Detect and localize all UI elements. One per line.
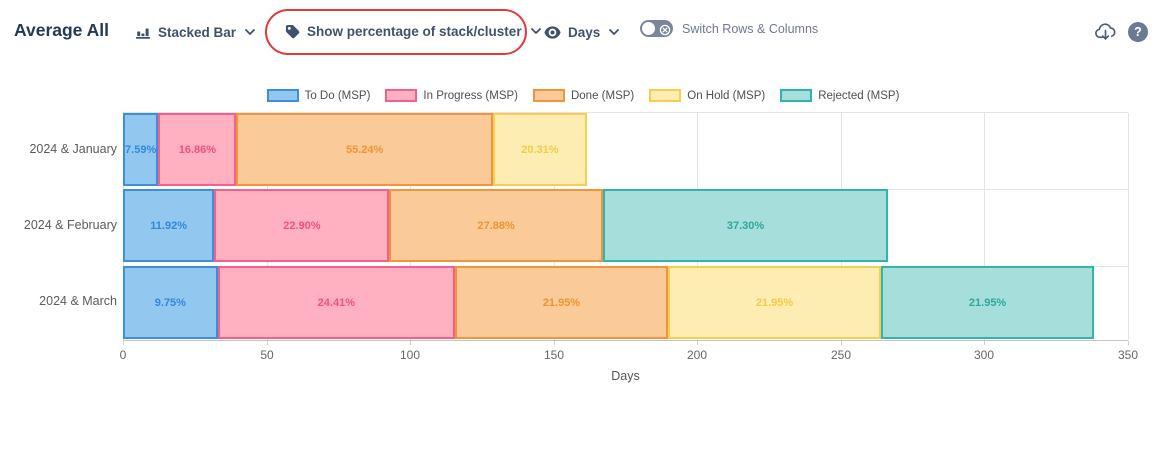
axis-tick-label: 350 [1117,348,1139,362]
page-title: Average All [14,20,109,40]
segment-percent-label: 20.31% [521,143,559,156]
bar-segment[interactable]: 22.90% [214,189,390,262]
bar-segment[interactable]: 16.86% [158,113,237,186]
axis-tick [841,341,842,345]
tag-icon [285,24,300,39]
bar-segment[interactable]: 20.31% [492,113,587,186]
segment-percent-label: 16.86% [178,143,217,156]
bar-segment[interactable]: 21.95% [454,266,668,339]
toggle-knob [642,22,655,35]
switch-rows-columns-label: Switch Rows & Columns [682,21,819,36]
switch-rows-columns-group: Switch Rows & Columns [640,20,818,37]
axis-tick-label: 150 [543,348,565,362]
legend-swatch [266,89,299,102]
bar-segment[interactable]: 11.92% [123,189,215,262]
row-label: 2024 & January [29,142,117,156]
toolbar: Average All Stacked Bar [0,0,1166,66]
legend-label: On Hold (MSP) [687,89,766,102]
x-axis-title: Days [611,369,640,383]
axis-tick [554,341,555,345]
bar-segment[interactable]: 21.95% [881,266,1095,339]
chart-type-dropdown[interactable]: Stacked Bar [135,24,255,40]
bar-segment[interactable]: 9.75% [123,266,218,339]
legend-swatch [385,89,418,102]
axis-tick [1128,341,1129,345]
legend: To Do (MSP) In Progress (MSP) Done (MSP) On… [0,89,1166,102]
measure-dropdown[interactable]: Days [544,24,620,41]
legend-label: In Progress (MSP) [423,89,518,102]
measure-label: Days [568,25,601,40]
bar-row: 11.92% 22.90% 27.88% 37.30% [123,189,1128,262]
legend-item[interactable]: On Hold (MSP) [649,89,765,102]
bar-chart-icon [135,24,151,40]
eye-icon [544,24,561,41]
bar-row: 7.59% 16.86% 55.24% 20.31% [123,113,1128,186]
bar-segment[interactable]: 37.30% [602,189,889,262]
legend-item[interactable]: To Do (MSP) [266,89,371,102]
axis-tick-label: 250 [830,348,852,362]
legend-swatch [532,89,565,102]
segment-percent-label: 7.59% [125,143,157,156]
axis-tick [984,341,985,345]
bar-segment[interactable]: 21.95% [667,266,882,339]
segment-percent-label: 21.95% [542,296,581,309]
segment-percent-label: 24.41% [317,296,355,309]
axis-tick [697,341,698,345]
axis-tick-label: 300 [973,348,995,362]
bar-segment[interactable]: 27.88% [389,189,603,262]
bar-segment[interactable]: 24.41% [217,266,455,339]
chevron-down-icon [609,29,620,36]
row-label: 2024 & February [23,218,117,232]
legend-item[interactable]: Rejected (MSP) [780,89,899,102]
percentage-mode-label: Show percentage of stack/cluster [307,24,522,39]
axis-tick-label: 0 [119,348,127,362]
gridline [1128,113,1129,340]
annotation-ellipse [265,9,527,55]
segment-percent-label: 55.24% [345,143,384,156]
segment-percent-label: 9.75% [154,296,186,309]
cloud-download-icon[interactable] [1094,22,1117,42]
bar-segment[interactable]: 55.24% [236,113,493,186]
segment-percent-label: 22.90% [283,219,321,232]
segment-percent-label: 27.88% [477,219,515,232]
axis-tick [410,341,411,345]
toolbar-actions: ? [1094,22,1148,42]
segment-percent-label: 21.95% [755,296,794,309]
chevron-down-icon [245,28,255,36]
legend-item[interactable]: In Progress (MSP) [385,89,518,102]
help-icon[interactable]: ? [1128,22,1148,42]
switch-rows-columns-toggle[interactable] [640,20,673,37]
segment-percent-label: 21.95% [968,296,1007,309]
segment-percent-label: 11.92% [150,219,187,232]
legend-swatch [649,89,682,102]
chevron-down-icon [530,28,541,35]
row-label: 2024 & March [39,294,117,308]
plot-area: 7.59% 16.86% 55.24% 20.31% 11.92% 22.90% 27.88… [123,112,1129,341]
bar-segment[interactable]: 7.59% [123,113,159,186]
segment-percent-label: 37.30% [726,219,765,232]
chart-type-label: Stacked Bar [158,24,237,40]
axis-tick [267,341,268,345]
legend-item[interactable]: Done (MSP) [532,89,635,102]
gridline [984,113,986,340]
legend-swatch [780,89,813,102]
axis-tick-label: 200 [686,348,708,362]
percentage-mode-dropdown[interactable]: Show percentage of stack/cluster [285,24,541,39]
axis-tick-label: 50 [260,348,274,362]
toggle-off-icon [659,23,671,35]
axis-tick-label: 100 [399,348,421,362]
bar-row: 9.75% 24.41% 21.95% 21.95% 21.95% [123,266,1128,339]
legend-label: Rejected (MSP) [818,89,900,102]
legend-label: To Do (MSP) [304,89,371,102]
axis-tick [123,341,124,345]
legend-label: Done (MSP) [570,89,635,102]
